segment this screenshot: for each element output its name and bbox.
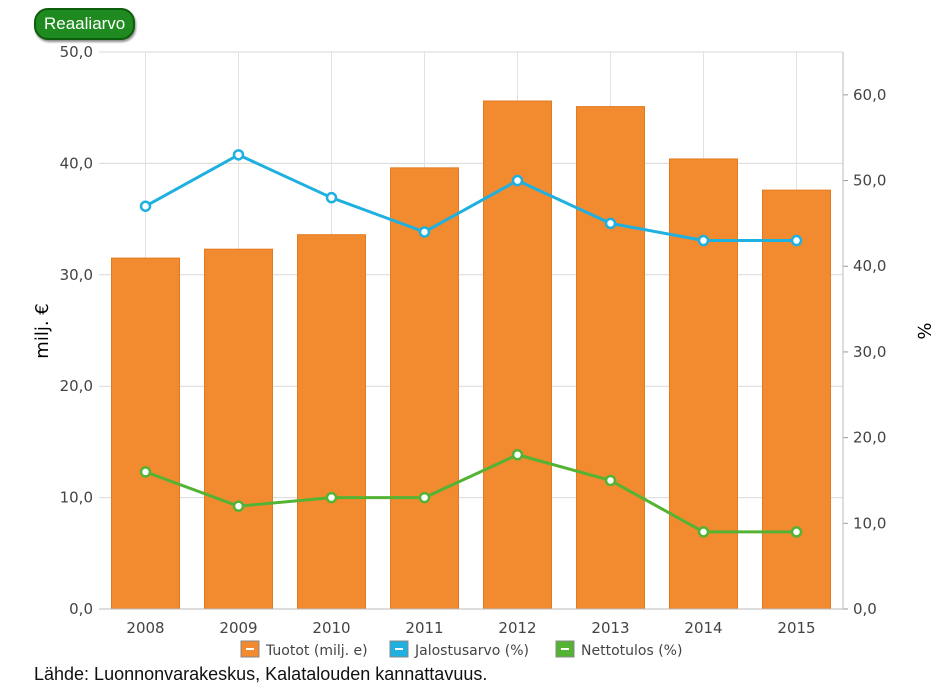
point-jalostusarvo[interactable] [325, 191, 338, 204]
bar-tuotot[interactable] [111, 257, 180, 610]
point-nettotulos[interactable] [418, 491, 431, 504]
bar-series [111, 100, 831, 610]
legend: Tuotot (milj. e) Jalostusarvo (%) Nettotul… [240, 640, 682, 659]
y-left-tick-label: 0,0 [69, 600, 93, 618]
y-right-axis-title: % [913, 322, 934, 339]
legend-label: Jalostusarvo (%) [414, 643, 529, 659]
line-series [139, 149, 803, 538]
point-jalostusarvo[interactable] [604, 217, 617, 230]
point-nettotulos[interactable] [604, 474, 617, 487]
legend-item-tuotot[interactable]: Tuotot (milj. e) [240, 640, 368, 659]
x-tick-label: 2014 [684, 619, 722, 637]
bar-tuotot[interactable] [576, 106, 645, 610]
y-left-tick-label: 50,0 [60, 43, 93, 61]
y-right-tick-label: 50,0 [853, 172, 886, 190]
source-note: Lähde: Luonnonvarakeskus, Kalatalouden k… [34, 664, 488, 684]
point-jalostusarvo[interactable] [790, 234, 803, 247]
point-jalostusarvo[interactable] [139, 200, 152, 212]
bar-tuotot[interactable] [390, 167, 459, 610]
combo-chart: 0,0 10,0 20,0 30,0 40,0 50,0 0,0 10,0 20,0 30,0 40… [32, 43, 934, 659]
x-tick-label: 2013 [591, 619, 629, 637]
line-jalostusarvo [144, 153, 797, 243]
y-right-tick-label: 20,0 [853, 429, 886, 447]
y-right-tick-label: 60,0 [853, 86, 886, 104]
bar-tuotot[interactable] [297, 234, 366, 610]
y-right-tick-label: 40,0 [853, 257, 886, 275]
y-left-axis-title: milj. € [32, 303, 53, 358]
x-tick-label: 2009 [219, 619, 257, 637]
legend-item-jalostusarvo[interactable]: Jalostusarvo (%) [389, 640, 529, 659]
y-left-tick-label: 10,0 [60, 489, 93, 507]
point-nettotulos[interactable] [139, 466, 152, 478]
x-tick-label: 2012 [498, 619, 536, 637]
y-left-tick-label: 30,0 [60, 266, 93, 284]
point-nettotulos[interactable] [790, 526, 803, 538]
bar-tuotot[interactable] [762, 189, 831, 610]
y-left-tick-label: 20,0 [60, 377, 93, 395]
point-jalostusarvo[interactable] [511, 174, 524, 187]
reaaliarvo-toggle-button[interactable]: Reaaliarvo [34, 8, 136, 40]
point-jalostusarvo[interactable] [697, 234, 710, 247]
legend-item-nettotulos[interactable]: Nettotulos (%) [555, 640, 682, 659]
bar-tuotot[interactable] [204, 248, 273, 610]
axes: 0,0 10,0 20,0 30,0 40,0 50,0 0,0 10,0 20,0 30,0 40… [32, 43, 934, 637]
point-nettotulos[interactable] [325, 491, 338, 504]
x-tick-label: 2008 [126, 619, 164, 637]
y-left-tick-label: 40,0 [60, 154, 93, 172]
bar-tuotot[interactable] [669, 158, 738, 610]
y-right-tick-label: 30,0 [853, 343, 886, 361]
legend-label: Tuotot (milj. e) [265, 643, 368, 659]
point-nettotulos[interactable] [697, 526, 710, 538]
x-tick-label: 2011 [405, 619, 443, 637]
point-nettotulos[interactable] [232, 500, 245, 512]
point-jalostusarvo[interactable] [232, 149, 245, 161]
y-right-tick-label: 10,0 [853, 514, 886, 532]
x-tick-label: 2015 [777, 619, 815, 637]
x-tick-label: 2010 [312, 619, 350, 637]
legend-label: Nettotulos (%) [581, 643, 682, 659]
point-nettotulos[interactable] [511, 449, 524, 461]
y-right-tick-label: 0,0 [853, 600, 877, 618]
point-jalostusarvo[interactable] [418, 226, 431, 238]
line-nettotulos [144, 453, 797, 534]
